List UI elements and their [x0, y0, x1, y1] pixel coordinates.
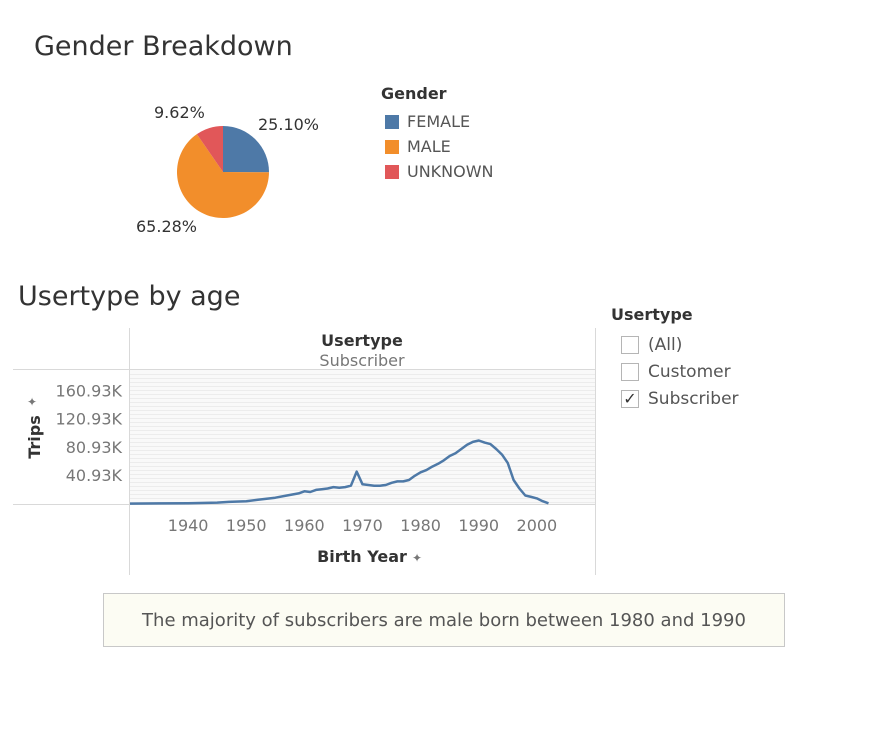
usertype-filter: (All) Customer ✓ Subscriber: [621, 331, 739, 412]
x-axis-pin-icon[interactable]: ✦: [412, 551, 422, 565]
usertype-by-age-title: Usertype by age: [18, 281, 241, 312]
legend-item-male[interactable]: MALE: [385, 134, 494, 159]
panel-header-title: Usertype: [321, 331, 403, 350]
pie-label-unknown: 9.62%: [154, 103, 205, 122]
legend-swatch-female: [385, 114, 399, 129]
x-tick-label: 1980: [400, 516, 441, 535]
legend-swatch-male: [385, 139, 399, 154]
gender-pie-chart: [177, 126, 269, 218]
filter-checkbox-all[interactable]: [621, 335, 639, 354]
annotation-text: The majority of subscribers are male bor…: [142, 609, 746, 631]
y-tick-label: 40.93K: [66, 466, 123, 485]
gender-breakdown-title: Gender Breakdown: [34, 31, 293, 62]
filter-option-subscriber[interactable]: ✓ Subscriber: [621, 385, 739, 412]
subscriber-series-line[interactable]: [129, 439, 549, 505]
pie-slice-male[interactable]: [177, 134, 269, 218]
y-tick-label: 120.93K: [56, 410, 123, 429]
x-axis-label: Birth Year: [317, 547, 407, 566]
pie-label-female: 25.10%: [258, 115, 320, 134]
y-tick-labels: 40.93K 80.93K 120.93K 160.93K: [56, 382, 123, 486]
filter-option-customer[interactable]: Customer: [621, 358, 739, 385]
legend-swatch-unknown: [385, 164, 399, 179]
x-tick-label: 1970: [342, 516, 383, 535]
filter-checkbox-subscriber[interactable]: ✓: [621, 389, 639, 408]
gender-legend: FEMALE MALE UNKNOWN: [385, 109, 494, 184]
y-axis-pin-icon[interactable]: ✦: [27, 395, 37, 409]
usertype-filter-title: Usertype: [611, 305, 693, 324]
filter-label-subscriber: Subscriber: [648, 388, 739, 409]
legend-item-unknown[interactable]: UNKNOWN: [385, 159, 494, 184]
legend-item-female[interactable]: FEMALE: [385, 109, 494, 134]
pie-slice-unknown[interactable]: [196, 126, 223, 172]
x-tick-label: 1990: [458, 516, 499, 535]
x-tick-label: 1960: [284, 516, 325, 535]
gender-legend-title: Gender: [381, 84, 447, 103]
x-tick-label: 1940: [168, 516, 209, 535]
filter-checkbox-customer[interactable]: [621, 362, 639, 381]
y-axis-label: Trips: [25, 415, 44, 459]
x-tick-label: 1950: [226, 516, 267, 535]
pie-slice-female[interactable]: [223, 126, 269, 173]
y-tick-label: 80.93K: [66, 438, 123, 457]
filter-label-all: (All): [648, 334, 683, 355]
annotation-box: The majority of subscribers are male bor…: [103, 593, 785, 647]
filter-option-all[interactable]: (All): [621, 331, 739, 358]
legend-label-female: FEMALE: [407, 112, 471, 131]
panel-header-value: Subscriber: [319, 351, 405, 370]
filter-label-customer: Customer: [648, 361, 731, 382]
pie-label-male: 65.28%: [136, 217, 198, 236]
usertype-line-chart: Usertype Subscriber Trips ✦ 40.93K 80.93K…: [13, 328, 596, 575]
y-tick-label: 160.93K: [56, 382, 123, 401]
legend-label-male: MALE: [407, 137, 451, 156]
x-tick-label: 2000: [517, 516, 558, 535]
legend-label-unknown: UNKNOWN: [407, 162, 494, 181]
x-tick-labels: 1940 1950 1960 1970 1980 1990 2000: [168, 516, 557, 535]
